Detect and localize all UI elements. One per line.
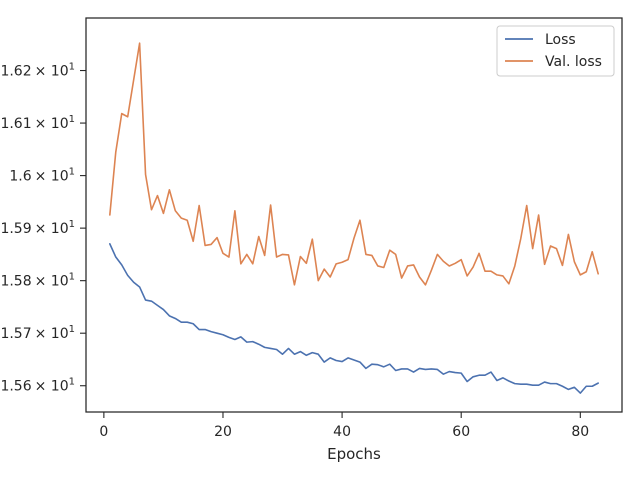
- legend: Loss Val. loss: [496, 25, 615, 77]
- y-tick-base: × 10: [35, 64, 69, 80]
- x-tick-label: 60: [452, 424, 470, 440]
- y-tick-label: 1.58 × 101: [0, 272, 75, 290]
- y-tick-label: 1.57 × 101: [0, 324, 75, 342]
- y-tick-base: × 10: [35, 326, 69, 342]
- y-tick-exponent: 1: [69, 62, 75, 73]
- y-tick-mantissa: 1.6: [9, 169, 31, 185]
- y-tick-exponent: 1: [69, 219, 75, 230]
- x-tick-label: 0: [99, 424, 108, 440]
- y-tick-base: × 10: [35, 379, 69, 395]
- plot-frame: [85, 17, 623, 413]
- x-tick-label: 40: [333, 424, 351, 440]
- y-tick-label: 1.59 × 101: [0, 219, 75, 237]
- y-tick-label: 1.6 × 101: [9, 167, 75, 185]
- y-tick-exponent: 1: [69, 272, 75, 283]
- y-tick-base: × 10: [35, 274, 69, 290]
- x-tick-label: 20: [214, 424, 232, 440]
- loss-series-line: [109, 243, 599, 394]
- y-tick-exponent: 1: [69, 167, 75, 178]
- x-axis-label: Epochs: [327, 445, 381, 463]
- y-tick-exponent: 1: [69, 114, 75, 125]
- y-tick-label: 1.56 × 101: [0, 377, 75, 395]
- y-tick-mantissa: 1.56: [0, 379, 31, 395]
- y-tick-mantissa: 1.57: [0, 326, 31, 342]
- y-tick-label: 1.61 × 101: [0, 114, 75, 132]
- y-tick-label: 1.62 × 101: [0, 62, 75, 80]
- y-tick-mantissa: 1.58: [0, 274, 31, 290]
- val-loss-series-line: [109, 42, 599, 286]
- series-layer: [109, 42, 599, 394]
- y-tick-mantissa: 1.59: [0, 221, 31, 237]
- y-tick-mantissa: 1.62: [0, 64, 31, 80]
- y-tick-base: × 10: [35, 221, 69, 237]
- x-tick-label: 80: [571, 424, 589, 440]
- y-tick-base: × 10: [35, 116, 69, 132]
- legend-label: Loss: [545, 32, 576, 48]
- y-tick-exponent: 1: [69, 324, 75, 335]
- y-tick-mantissa: 1.61: [0, 116, 31, 132]
- y-tick-exponent: 1: [69, 377, 75, 388]
- legend-label: Val. loss: [545, 54, 602, 70]
- y-tick-base: × 10: [35, 169, 69, 185]
